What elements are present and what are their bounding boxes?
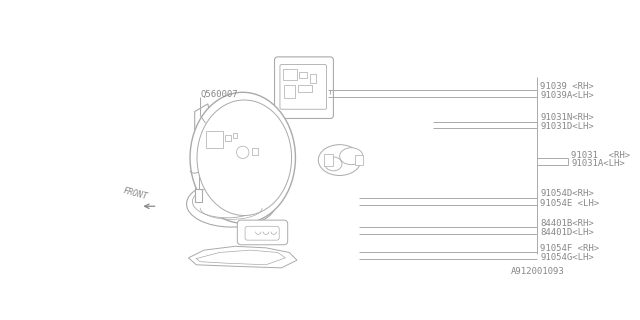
Ellipse shape (190, 92, 296, 223)
Bar (324, 154, 333, 166)
Ellipse shape (318, 145, 361, 175)
Bar (300, 71, 307, 78)
Ellipse shape (193, 186, 262, 218)
Bar (310, 74, 316, 83)
Text: 91039A<LH>: 91039A<LH> (540, 91, 594, 100)
Text: 84401D<LH>: 84401D<LH> (540, 228, 594, 237)
Bar (298, 84, 312, 92)
Text: Q560007: Q560007 (200, 90, 237, 99)
Bar (205, 131, 223, 148)
Bar (283, 69, 297, 80)
Ellipse shape (187, 181, 276, 227)
Text: 84401B<RH>: 84401B<RH> (540, 219, 594, 228)
Bar (225, 135, 231, 141)
Bar (195, 185, 205, 192)
Circle shape (237, 146, 249, 158)
FancyBboxPatch shape (237, 220, 288, 245)
Polygon shape (195, 104, 213, 173)
Bar (355, 156, 363, 165)
Polygon shape (189, 246, 297, 268)
Text: FRONT: FRONT (123, 187, 149, 202)
Ellipse shape (197, 100, 292, 215)
Ellipse shape (340, 148, 363, 165)
Text: 91054G<LH>: 91054G<LH> (540, 253, 594, 262)
FancyBboxPatch shape (275, 57, 333, 118)
Text: 91054E <LH>: 91054E <LH> (540, 199, 600, 208)
Text: 91054D<RH>: 91054D<RH> (540, 189, 594, 198)
Bar (284, 84, 294, 99)
Text: 91031  <RH>: 91031 <RH> (572, 151, 630, 160)
Text: 91031D<LH>: 91031D<LH> (540, 123, 594, 132)
Ellipse shape (325, 157, 342, 171)
FancyBboxPatch shape (280, 65, 326, 109)
Bar (233, 133, 237, 138)
Text: 91039 <RH>: 91039 <RH> (540, 82, 594, 91)
Bar (195, 189, 202, 202)
Text: 91031N<RH>: 91031N<RH> (540, 113, 594, 122)
Text: 91054F <RH>: 91054F <RH> (540, 244, 600, 253)
FancyBboxPatch shape (245, 226, 279, 240)
Text: 91031A<LH>: 91031A<LH> (572, 159, 625, 168)
Bar (252, 148, 259, 156)
Text: A912001093: A912001093 (511, 267, 564, 276)
